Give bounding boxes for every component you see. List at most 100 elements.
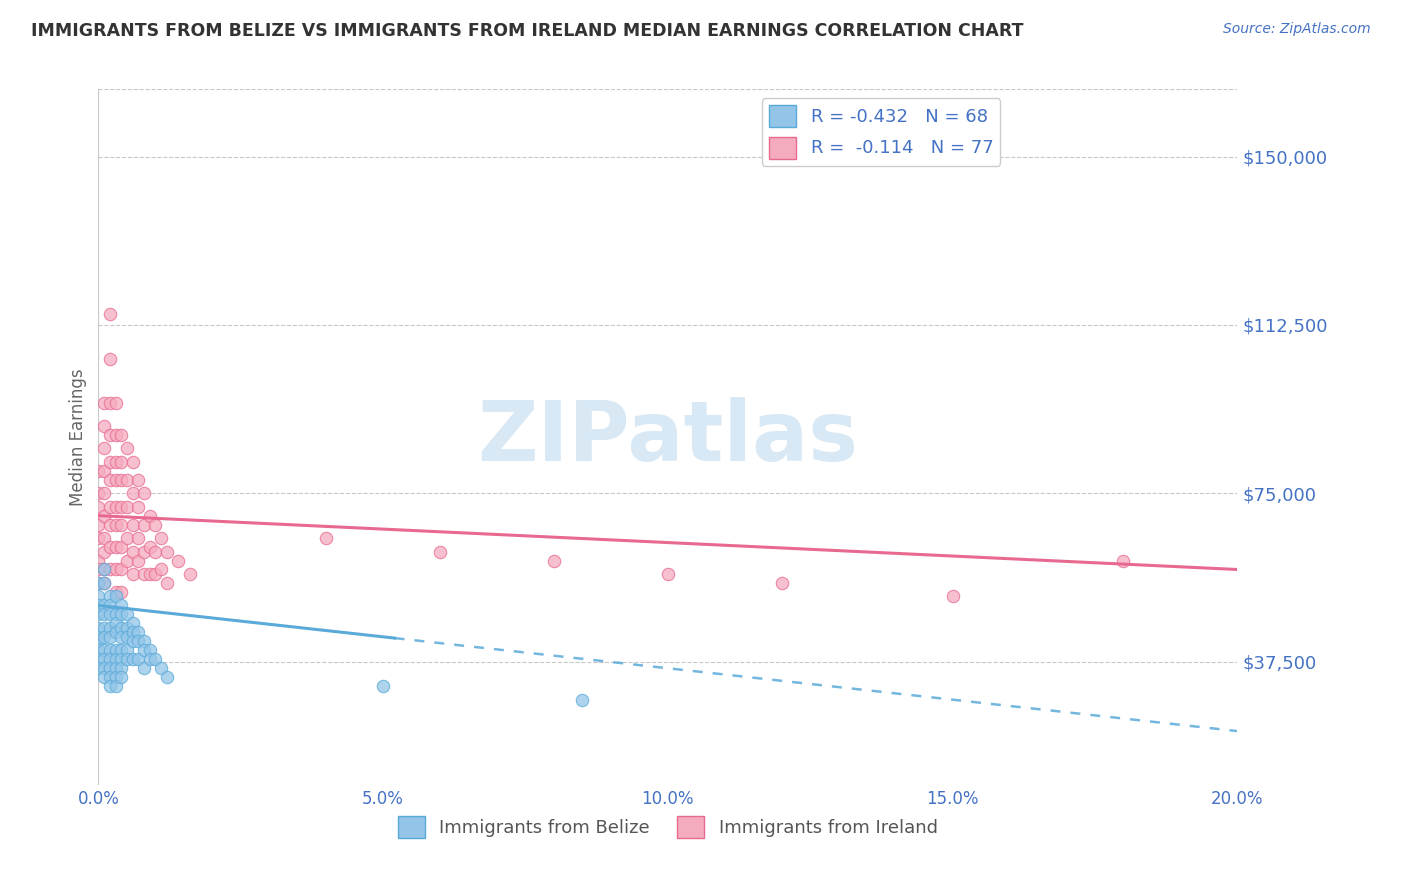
Point (132, 566, 155, 581)
Point (115, 473, 138, 487)
Point (115, 531, 138, 545)
Point (138, 508, 160, 523)
Point (121, 455, 143, 469)
Point (1112, 553, 1135, 567)
Point (942, 590, 965, 604)
Point (156, 544, 179, 558)
Point (110, 585, 132, 599)
Point (121, 616, 143, 631)
Point (87, 562, 110, 576)
Point (121, 634, 143, 648)
Point (98, 652, 121, 666)
Point (150, 562, 173, 576)
Point (87, 500, 110, 514)
Point (104, 585, 127, 599)
Text: ZIPatlas: ZIPatlas (478, 397, 858, 477)
Point (93, 464, 115, 478)
Point (657, 566, 679, 581)
Point (93, 607, 115, 622)
Point (93, 599, 115, 613)
Point (110, 670, 132, 684)
Point (127, 625, 149, 640)
Point (373, 679, 395, 693)
Point (93, 661, 115, 675)
Point (110, 500, 132, 514)
Point (98, 590, 121, 604)
Point (127, 634, 149, 648)
Point (93, 576, 115, 591)
Point (104, 396, 127, 410)
Point (98, 670, 121, 684)
Point (132, 517, 155, 532)
Point (87, 553, 110, 567)
Point (115, 442, 138, 456)
Point (115, 553, 138, 567)
Point (87, 486, 110, 500)
Point (98, 599, 121, 613)
Point (93, 508, 115, 523)
Point (571, 692, 593, 706)
Point (98, 562, 121, 576)
Point (98, 473, 121, 487)
Point (87, 576, 110, 591)
Point (156, 670, 179, 684)
Point (87, 590, 110, 604)
Point (98, 307, 121, 321)
Point (156, 576, 179, 591)
Point (110, 517, 132, 532)
Point (87, 661, 110, 675)
Point (104, 652, 127, 666)
Point (87, 643, 110, 657)
Point (98, 630, 121, 644)
Point (98, 427, 121, 442)
Point (145, 517, 167, 532)
Point (121, 625, 143, 640)
Point (167, 553, 190, 567)
Point (93, 531, 115, 545)
Point (127, 473, 149, 487)
Point (110, 562, 132, 576)
Point (132, 544, 155, 558)
Point (98, 396, 121, 410)
Point (110, 455, 132, 469)
Point (145, 544, 167, 558)
Point (93, 652, 115, 666)
Point (87, 634, 110, 648)
Point (87, 652, 110, 666)
Point (98, 351, 121, 366)
Point (150, 661, 173, 675)
Point (121, 566, 143, 581)
Point (121, 517, 143, 532)
Point (104, 517, 127, 532)
Point (179, 566, 201, 581)
Point (87, 576, 110, 591)
Point (98, 517, 121, 532)
Point (110, 540, 132, 554)
Point (110, 661, 132, 675)
Point (93, 544, 115, 558)
Point (104, 562, 127, 576)
Point (132, 486, 155, 500)
Point (145, 652, 167, 666)
Point (315, 531, 337, 545)
Point (98, 621, 121, 635)
Point (110, 473, 132, 487)
Point (110, 643, 132, 657)
Point (93, 670, 115, 684)
Point (98, 540, 121, 554)
Point (138, 566, 160, 581)
Point (127, 652, 149, 666)
Point (104, 607, 127, 622)
Point (98, 661, 121, 675)
Point (115, 643, 138, 657)
Point (115, 621, 138, 635)
Point (104, 616, 127, 631)
Point (104, 427, 127, 442)
Point (87, 517, 110, 532)
Point (87, 607, 110, 622)
Point (104, 455, 127, 469)
Point (132, 643, 155, 657)
Point (138, 540, 160, 554)
Text: Source: ZipAtlas.com: Source: ZipAtlas.com (1223, 22, 1371, 37)
Text: IMMIGRANTS FROM BELIZE VS IMMIGRANTS FROM IRELAND MEDIAN EARNINGS CORRELATION CH: IMMIGRANTS FROM BELIZE VS IMMIGRANTS FRO… (31, 22, 1024, 40)
